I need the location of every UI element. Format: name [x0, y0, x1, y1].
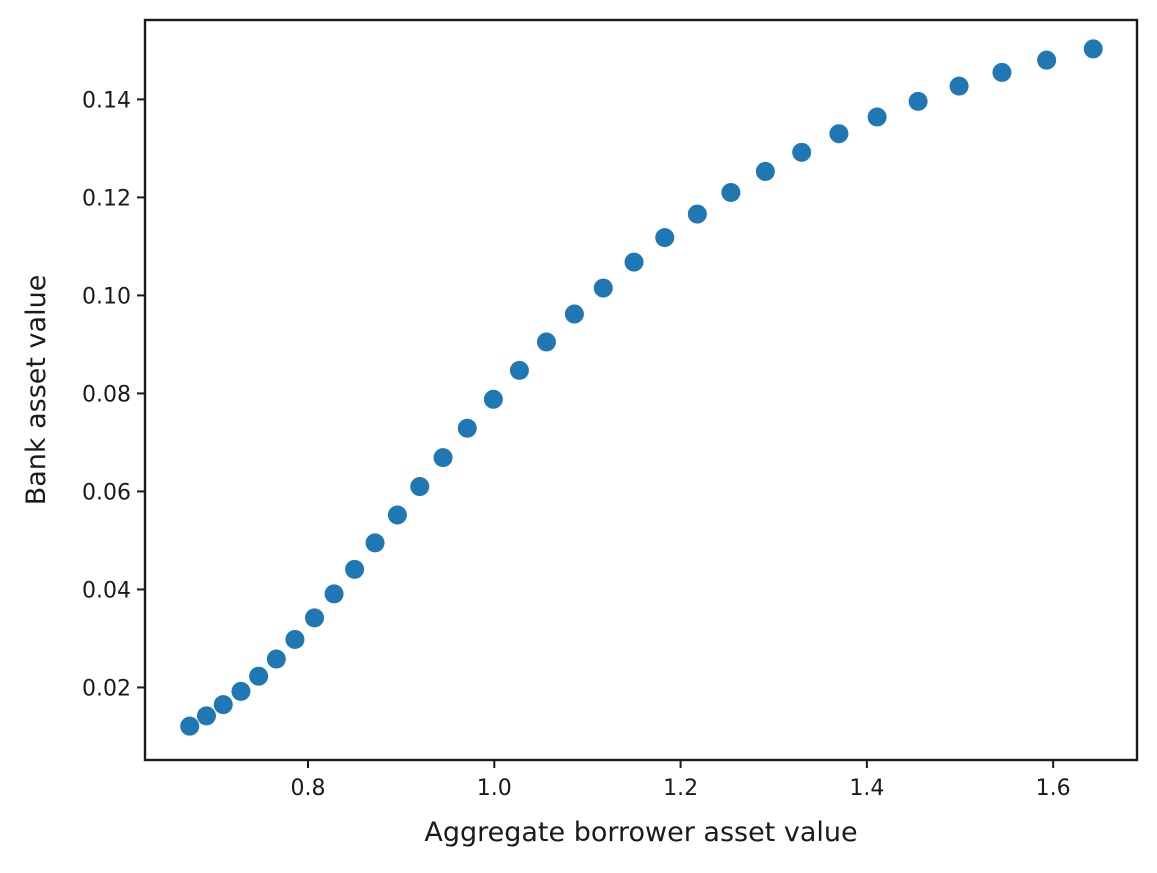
data-point — [180, 716, 200, 736]
data-point — [457, 418, 477, 438]
data-point — [536, 332, 556, 352]
x-tick-label: 0.8 — [291, 776, 326, 801]
y-tick-label: 0.14 — [82, 88, 131, 113]
data-point — [949, 76, 969, 96]
data-point — [1083, 39, 1103, 59]
x-tick-label: 1.6 — [1036, 776, 1071, 801]
data-point — [285, 629, 305, 649]
data-point — [1037, 50, 1057, 70]
data-point — [593, 278, 613, 298]
data-point — [365, 533, 385, 553]
x-tick-label: 1.4 — [849, 776, 884, 801]
data-point — [687, 204, 707, 224]
x-tick-label: 1.2 — [663, 776, 698, 801]
axis-ticks: 0.8 1.0 1.2 1.4 1.6 0.02 0.04 0.06 0.08 0.10 0.12 0… — [82, 88, 1071, 801]
data-point — [196, 706, 216, 726]
data-point — [992, 62, 1012, 82]
y-tick-label: 0.10 — [82, 284, 131, 309]
data-point — [324, 584, 344, 604]
data-point — [266, 649, 286, 669]
data-point — [755, 161, 775, 181]
data-point — [213, 695, 233, 715]
data-point — [231, 681, 251, 701]
data-point — [509, 360, 529, 380]
x-axis-label: Aggregate borrower asset value — [424, 817, 857, 848]
y-tick-label: 0.04 — [82, 578, 131, 603]
data-point — [483, 389, 503, 409]
data-point — [792, 142, 812, 162]
data-point — [410, 477, 430, 497]
data-point — [564, 304, 584, 324]
y-tick-label: 0.08 — [82, 382, 131, 407]
data-point — [721, 183, 741, 203]
data-point — [249, 666, 269, 686]
x-tick-label: 1.0 — [477, 776, 512, 801]
data-point — [345, 559, 365, 579]
y-tick-label: 0.06 — [82, 480, 131, 505]
data-point — [829, 124, 849, 144]
data-point — [305, 608, 325, 628]
y-tick-label: 0.02 — [82, 676, 131, 701]
y-tick-label: 0.12 — [82, 186, 131, 211]
data-point — [433, 448, 453, 468]
data-point — [624, 252, 644, 272]
y-axis-label: Bank asset value — [21, 275, 52, 506]
data-point — [867, 107, 887, 127]
data-point — [908, 91, 928, 111]
data-points — [180, 39, 1103, 736]
plot-frame — [143, 18, 1139, 762]
data-point — [655, 228, 675, 248]
data-point — [387, 505, 407, 525]
